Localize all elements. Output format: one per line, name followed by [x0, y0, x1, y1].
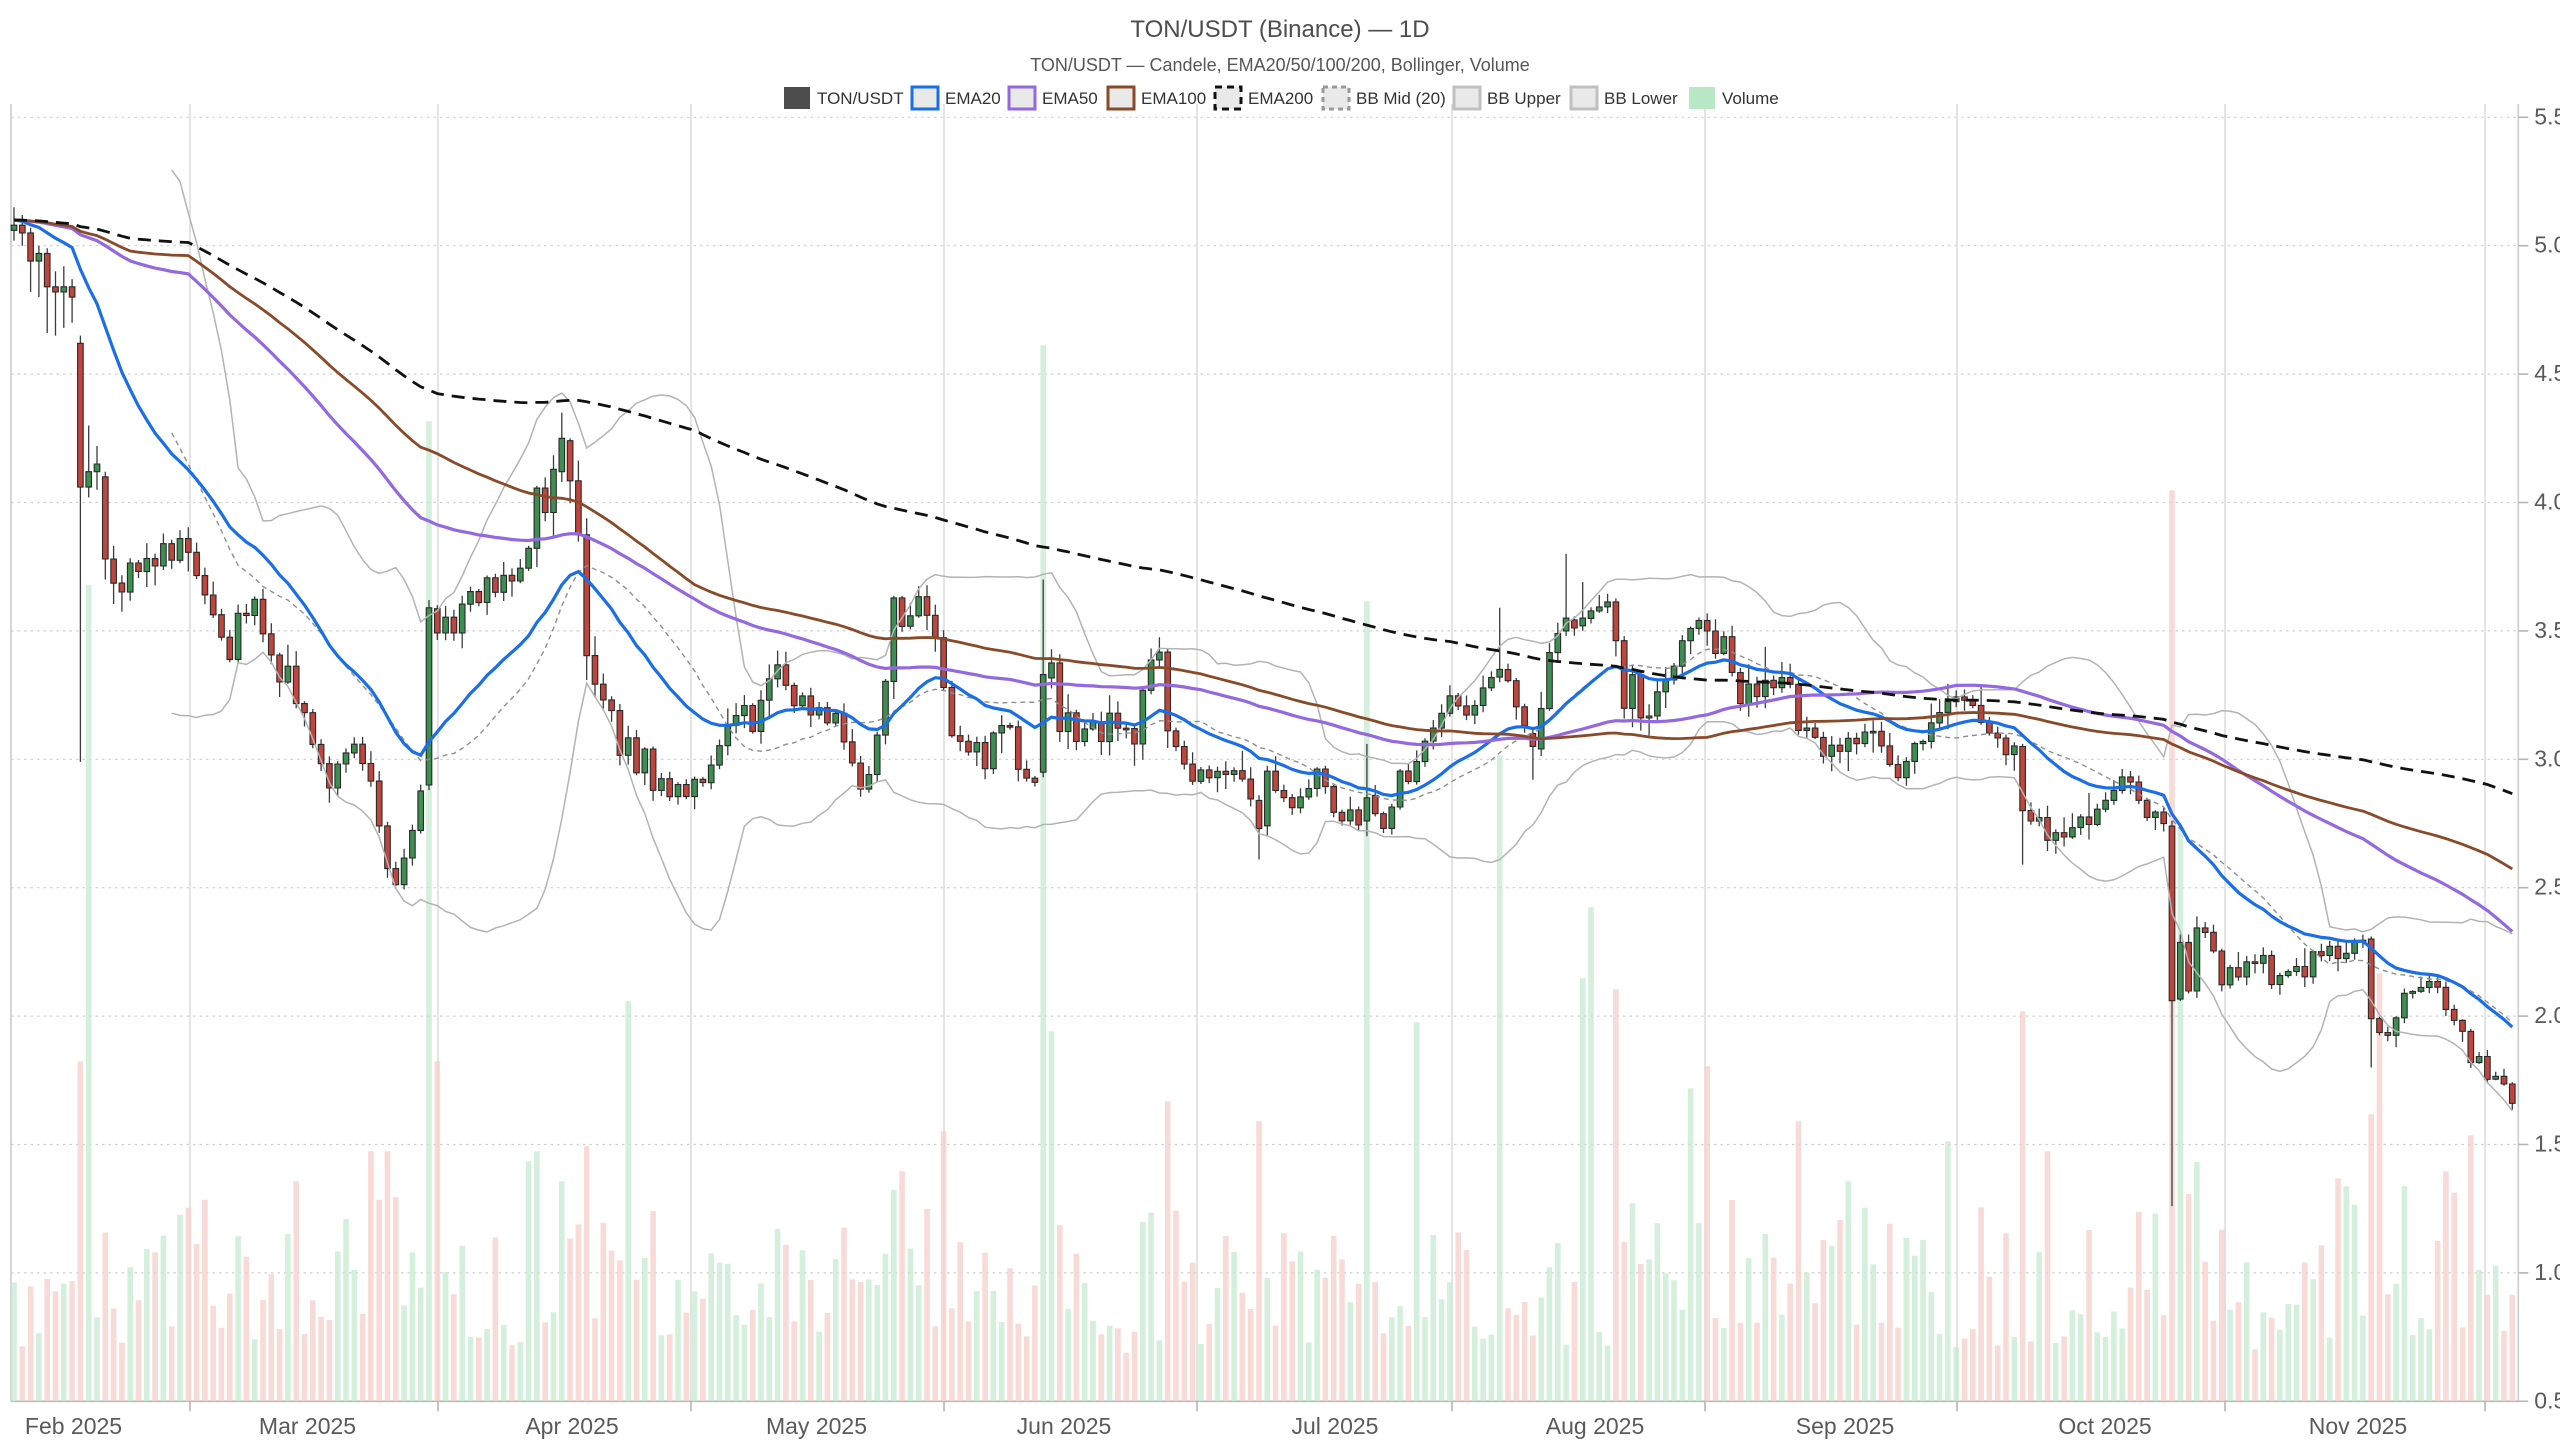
- svg-text:4.5: 4.5: [2534, 360, 2560, 386]
- svg-text:TON/USDT — Candele, EMA20/50/1: TON/USDT — Candele, EMA20/50/100/200, Bo…: [1030, 55, 1530, 75]
- svg-text:Aug 2025: Aug 2025: [1546, 1413, 1644, 1439]
- svg-text:4.0: 4.0: [2534, 489, 2560, 515]
- svg-text:Mar 2025: Mar 2025: [259, 1413, 356, 1439]
- svg-text:BB Lower: BB Lower: [1604, 89, 1678, 108]
- svg-text:BB Mid (20): BB Mid (20): [1356, 89, 1446, 108]
- svg-text:1.0: 1.0: [2534, 1259, 2560, 1285]
- svg-text:Feb 2025: Feb 2025: [25, 1413, 122, 1439]
- svg-text:Apr 2025: Apr 2025: [525, 1413, 618, 1439]
- svg-text:TON/USDT: TON/USDT: [817, 89, 904, 108]
- svg-text:Nov 2025: Nov 2025: [2309, 1413, 2407, 1439]
- svg-text:2.5: 2.5: [2534, 874, 2560, 900]
- svg-text:5.0: 5.0: [2534, 232, 2560, 258]
- svg-text:2.0: 2.0: [2534, 1002, 2560, 1028]
- svg-text:EMA100: EMA100: [1141, 89, 1206, 108]
- svg-text:0.5: 0.5: [2534, 1387, 2560, 1413]
- svg-text:May 2025: May 2025: [766, 1413, 867, 1439]
- svg-text:TON/USDT (Binance) — 1D: TON/USDT (Binance) — 1D: [1130, 16, 1429, 43]
- svg-text:EMA50: EMA50: [1042, 89, 1098, 108]
- svg-text:BB Upper: BB Upper: [1487, 89, 1561, 108]
- svg-text:Jul 2025: Jul 2025: [1292, 1413, 1379, 1439]
- svg-text:Volume: Volume: [1722, 89, 1779, 108]
- svg-text:1.5: 1.5: [2534, 1131, 2560, 1157]
- svg-text:3.0: 3.0: [2534, 745, 2560, 771]
- svg-text:EMA200: EMA200: [1248, 89, 1313, 108]
- svg-text:3.5: 3.5: [2534, 617, 2560, 643]
- svg-text:5.5: 5.5: [2534, 103, 2560, 129]
- svg-text:Oct 2025: Oct 2025: [2058, 1413, 2151, 1439]
- svg-text:Jun 2025: Jun 2025: [1017, 1413, 1112, 1439]
- svg-text:Sep 2025: Sep 2025: [1796, 1413, 1894, 1439]
- svg-text:EMA20: EMA20: [945, 89, 1001, 108]
